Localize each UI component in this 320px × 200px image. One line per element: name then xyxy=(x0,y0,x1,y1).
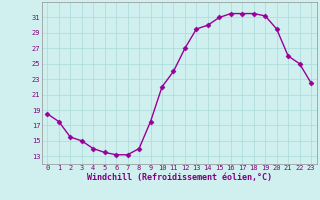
X-axis label: Windchill (Refroidissement éolien,°C): Windchill (Refroidissement éolien,°C) xyxy=(87,173,272,182)
